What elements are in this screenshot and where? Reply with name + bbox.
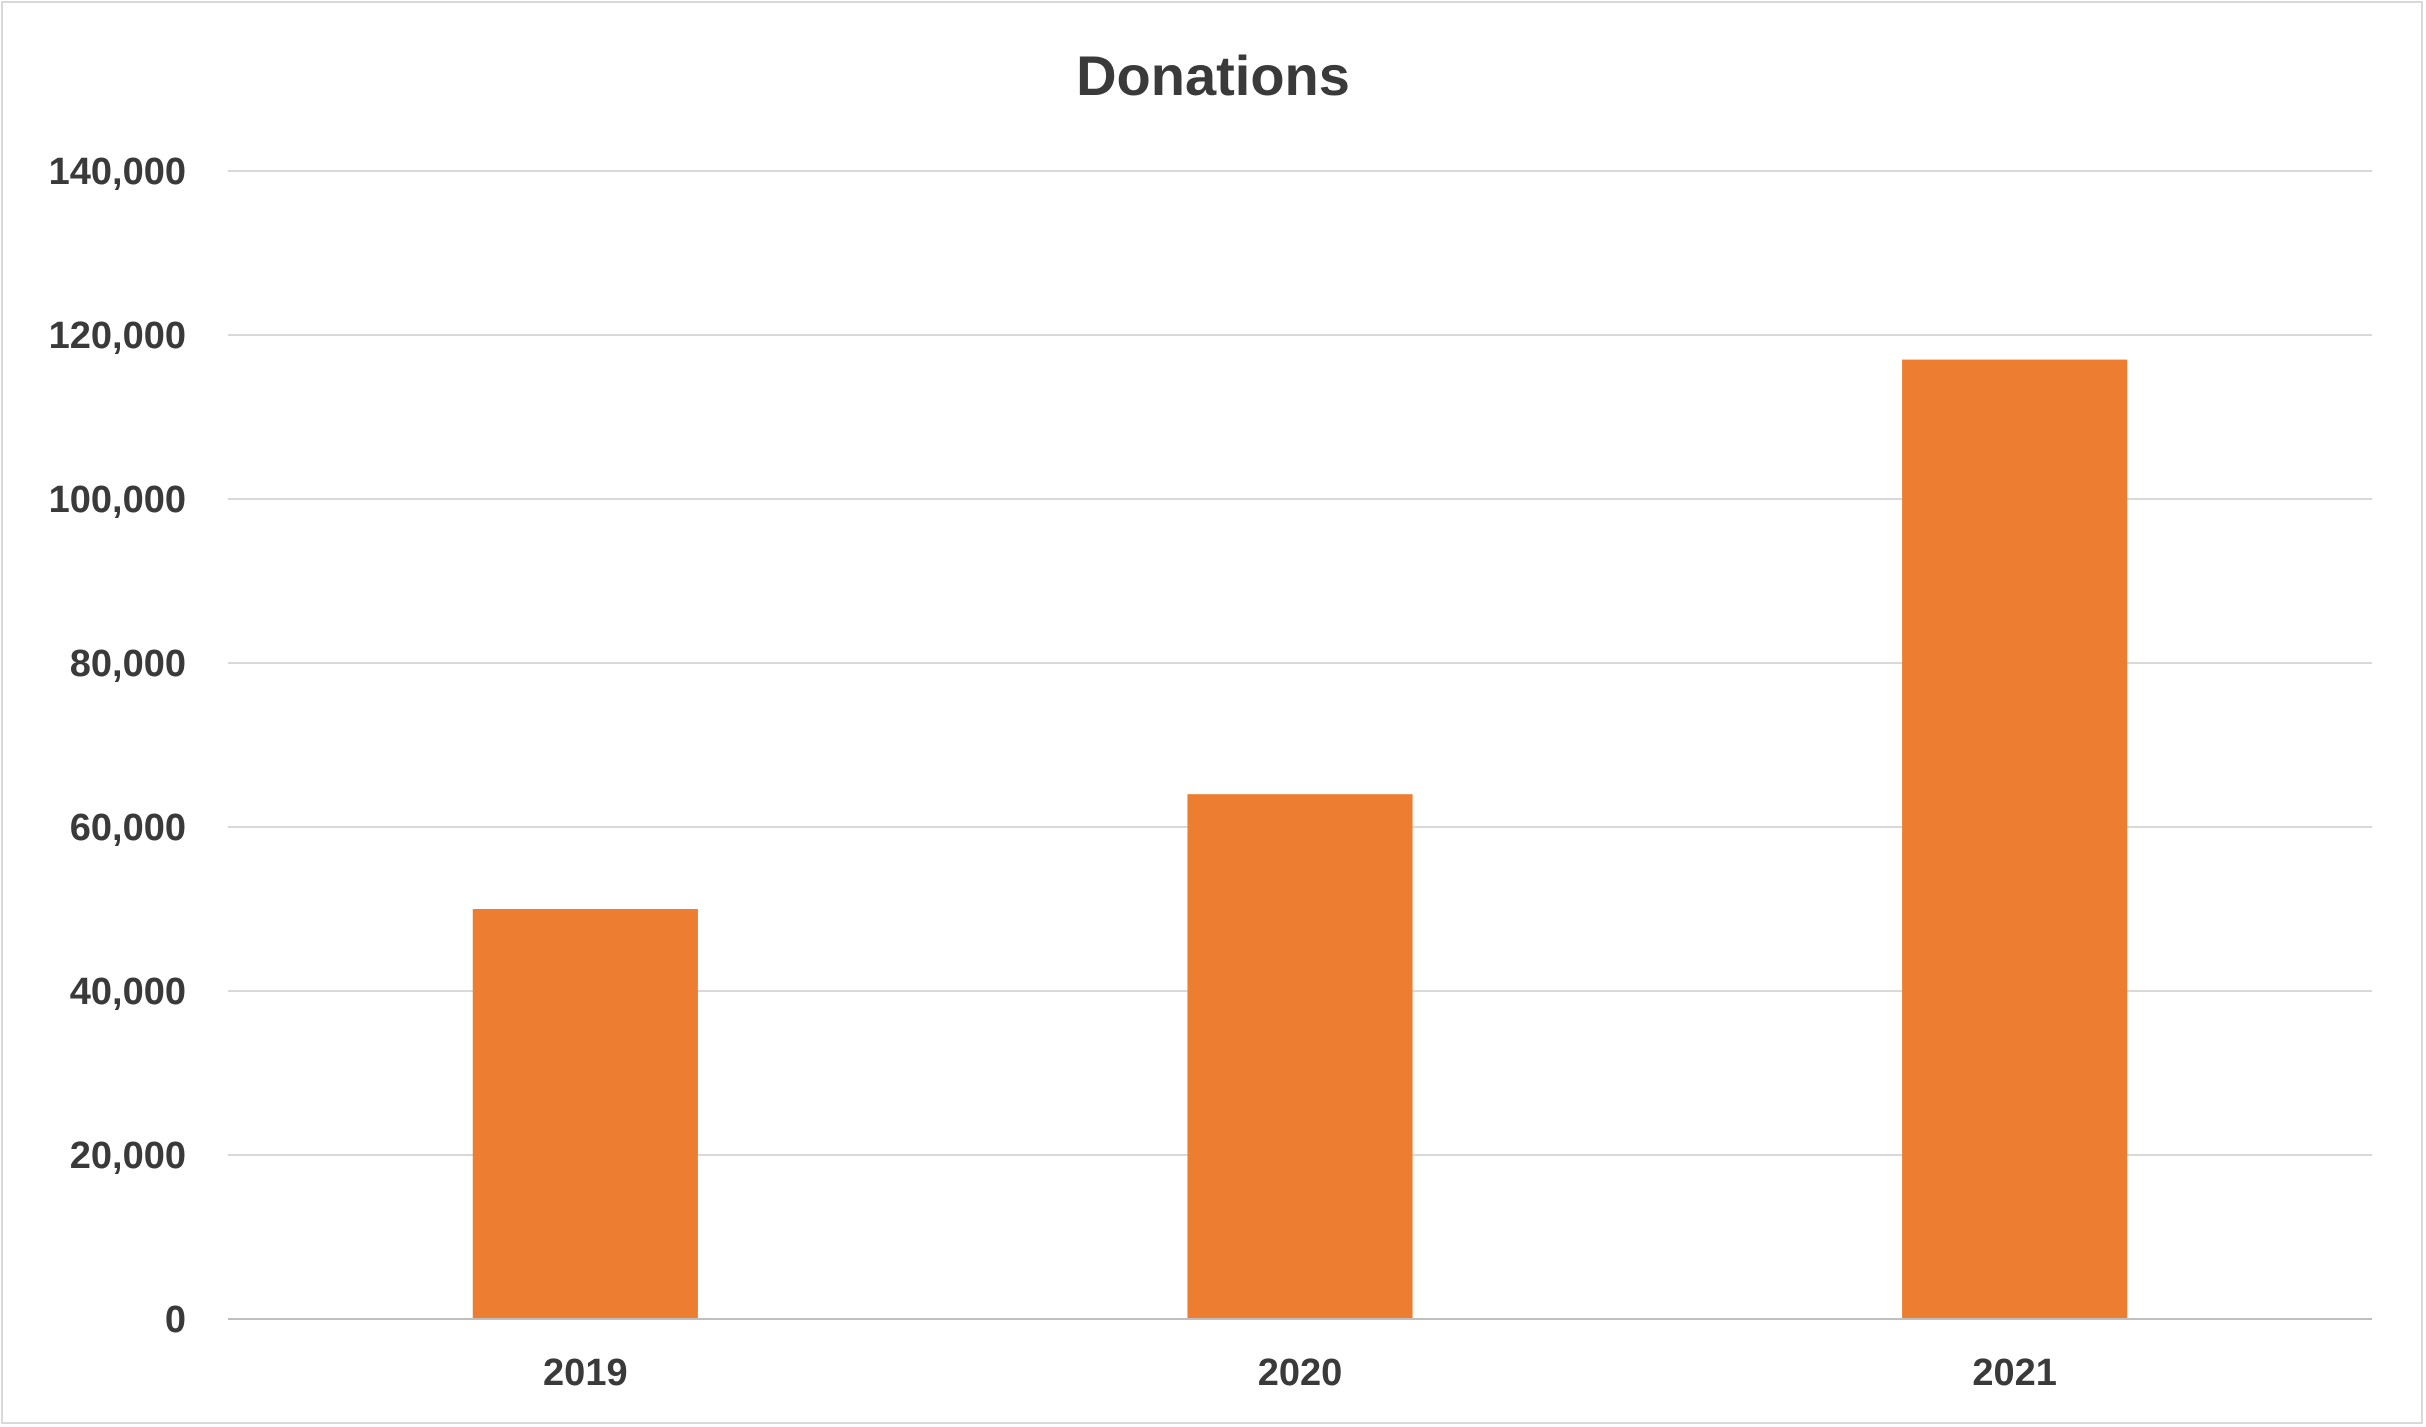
chart-title: Donations	[1076, 44, 1350, 107]
bar-2021	[1902, 359, 2128, 1320]
y-tick-label: 100,000	[49, 479, 186, 521]
y-tick-label: 20,000	[70, 1135, 186, 1177]
x-tick-label: 2019	[543, 1352, 628, 1394]
y-tick-label: 40,000	[70, 971, 186, 1013]
x-tick-label: 2021	[1972, 1352, 2057, 1394]
bar-2020	[1187, 794, 1413, 1319]
y-tick-label: 60,000	[70, 807, 186, 849]
x-axis-ticks: 2019 2020 2021	[543, 1352, 2057, 1394]
x-tick-label: 2020	[1258, 1352, 1343, 1394]
y-tick-label: 80,000	[70, 643, 186, 685]
y-tick-label: 120,000	[49, 315, 186, 357]
bar-2019	[472, 909, 698, 1319]
y-axis-ticks: 0 20,000 40,000 60,000 80,000 100,000 120,000 1…	[49, 151, 186, 1341]
y-tick-label: 140,000	[49, 151, 186, 193]
bars	[472, 359, 2128, 1320]
y-tick-label: 0	[165, 1299, 186, 1341]
